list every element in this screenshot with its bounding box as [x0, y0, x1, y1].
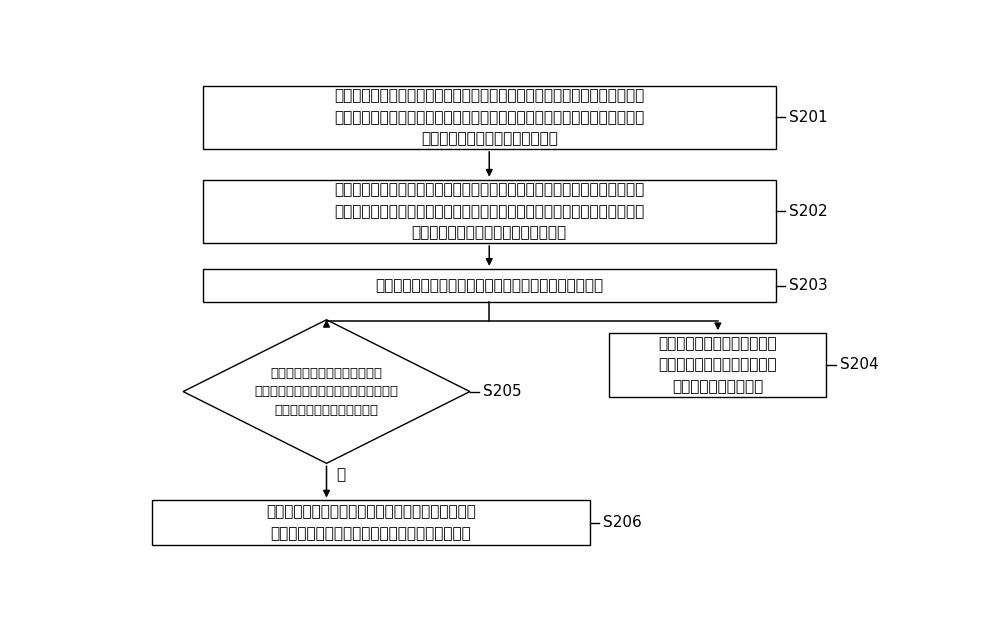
- Text: S205: S205: [483, 384, 522, 399]
- Text: S201: S201: [789, 110, 828, 125]
- Text: 连续可变气门升程机构的控制装置确定气门是否达到第一升程或第二升程，其
中，第一升程为与气门的最大升程距离第一预设值的升程，第二升程为与气门
的最小升程距离第二预: 连续可变气门升程机构的控制装置确定气门是否达到第一升程或第二升程，其 中，第一升…: [334, 88, 644, 147]
- FancyBboxPatch shape: [609, 333, 826, 397]
- Text: 若确定驱动电机堵转，连续可变
气门升程机构的控制装置判断连续可变气
门升程机构是否到达机械止点: 若确定驱动电机堵转，连续可变 气门升程机构的控制装置判断连续可变气 门升程机构是…: [254, 367, 398, 417]
- Text: 若确定连续可变气门升程机构到达机械止点，连续可
变气门升程机构的控制装置控制驱动电机停止步进: 若确定连续可变气门升程机构到达机械止点，连续可 变气门升程机构的控制装置控制驱动…: [266, 505, 476, 541]
- Polygon shape: [183, 320, 470, 464]
- Text: 是: 是: [336, 467, 345, 482]
- FancyBboxPatch shape: [202, 86, 776, 149]
- Text: S204: S204: [840, 358, 878, 372]
- FancyBboxPatch shape: [152, 500, 590, 545]
- Text: 若确定气门到达第一升程或第二升程，连续可变气门升程机构的控制装置获取
连续可变气门升程机构的驱动电机的第一转速，并将驱动电机的转速调整为第
二转速，其中，第二转: 若确定气门到达第一升程或第二升程，连续可变气门升程机构的控制装置获取 连续可变气…: [334, 182, 644, 240]
- FancyBboxPatch shape: [202, 269, 776, 302]
- Text: 若确定驱动电机未堵转，连续
可变气门升程机构的控制装置
控制所述驱动电机步进: 若确定驱动电机未堵转，连续 可变气门升程机构的控制装置 控制所述驱动电机步进: [659, 336, 777, 394]
- Text: 连续可变气门升程机构的控制装置确定驱动电机是否堵转: 连续可变气门升程机构的控制装置确定驱动电机是否堵转: [375, 278, 603, 293]
- Text: S202: S202: [789, 204, 828, 219]
- FancyBboxPatch shape: [202, 179, 776, 243]
- Text: S206: S206: [603, 515, 642, 530]
- Text: S203: S203: [789, 278, 828, 293]
